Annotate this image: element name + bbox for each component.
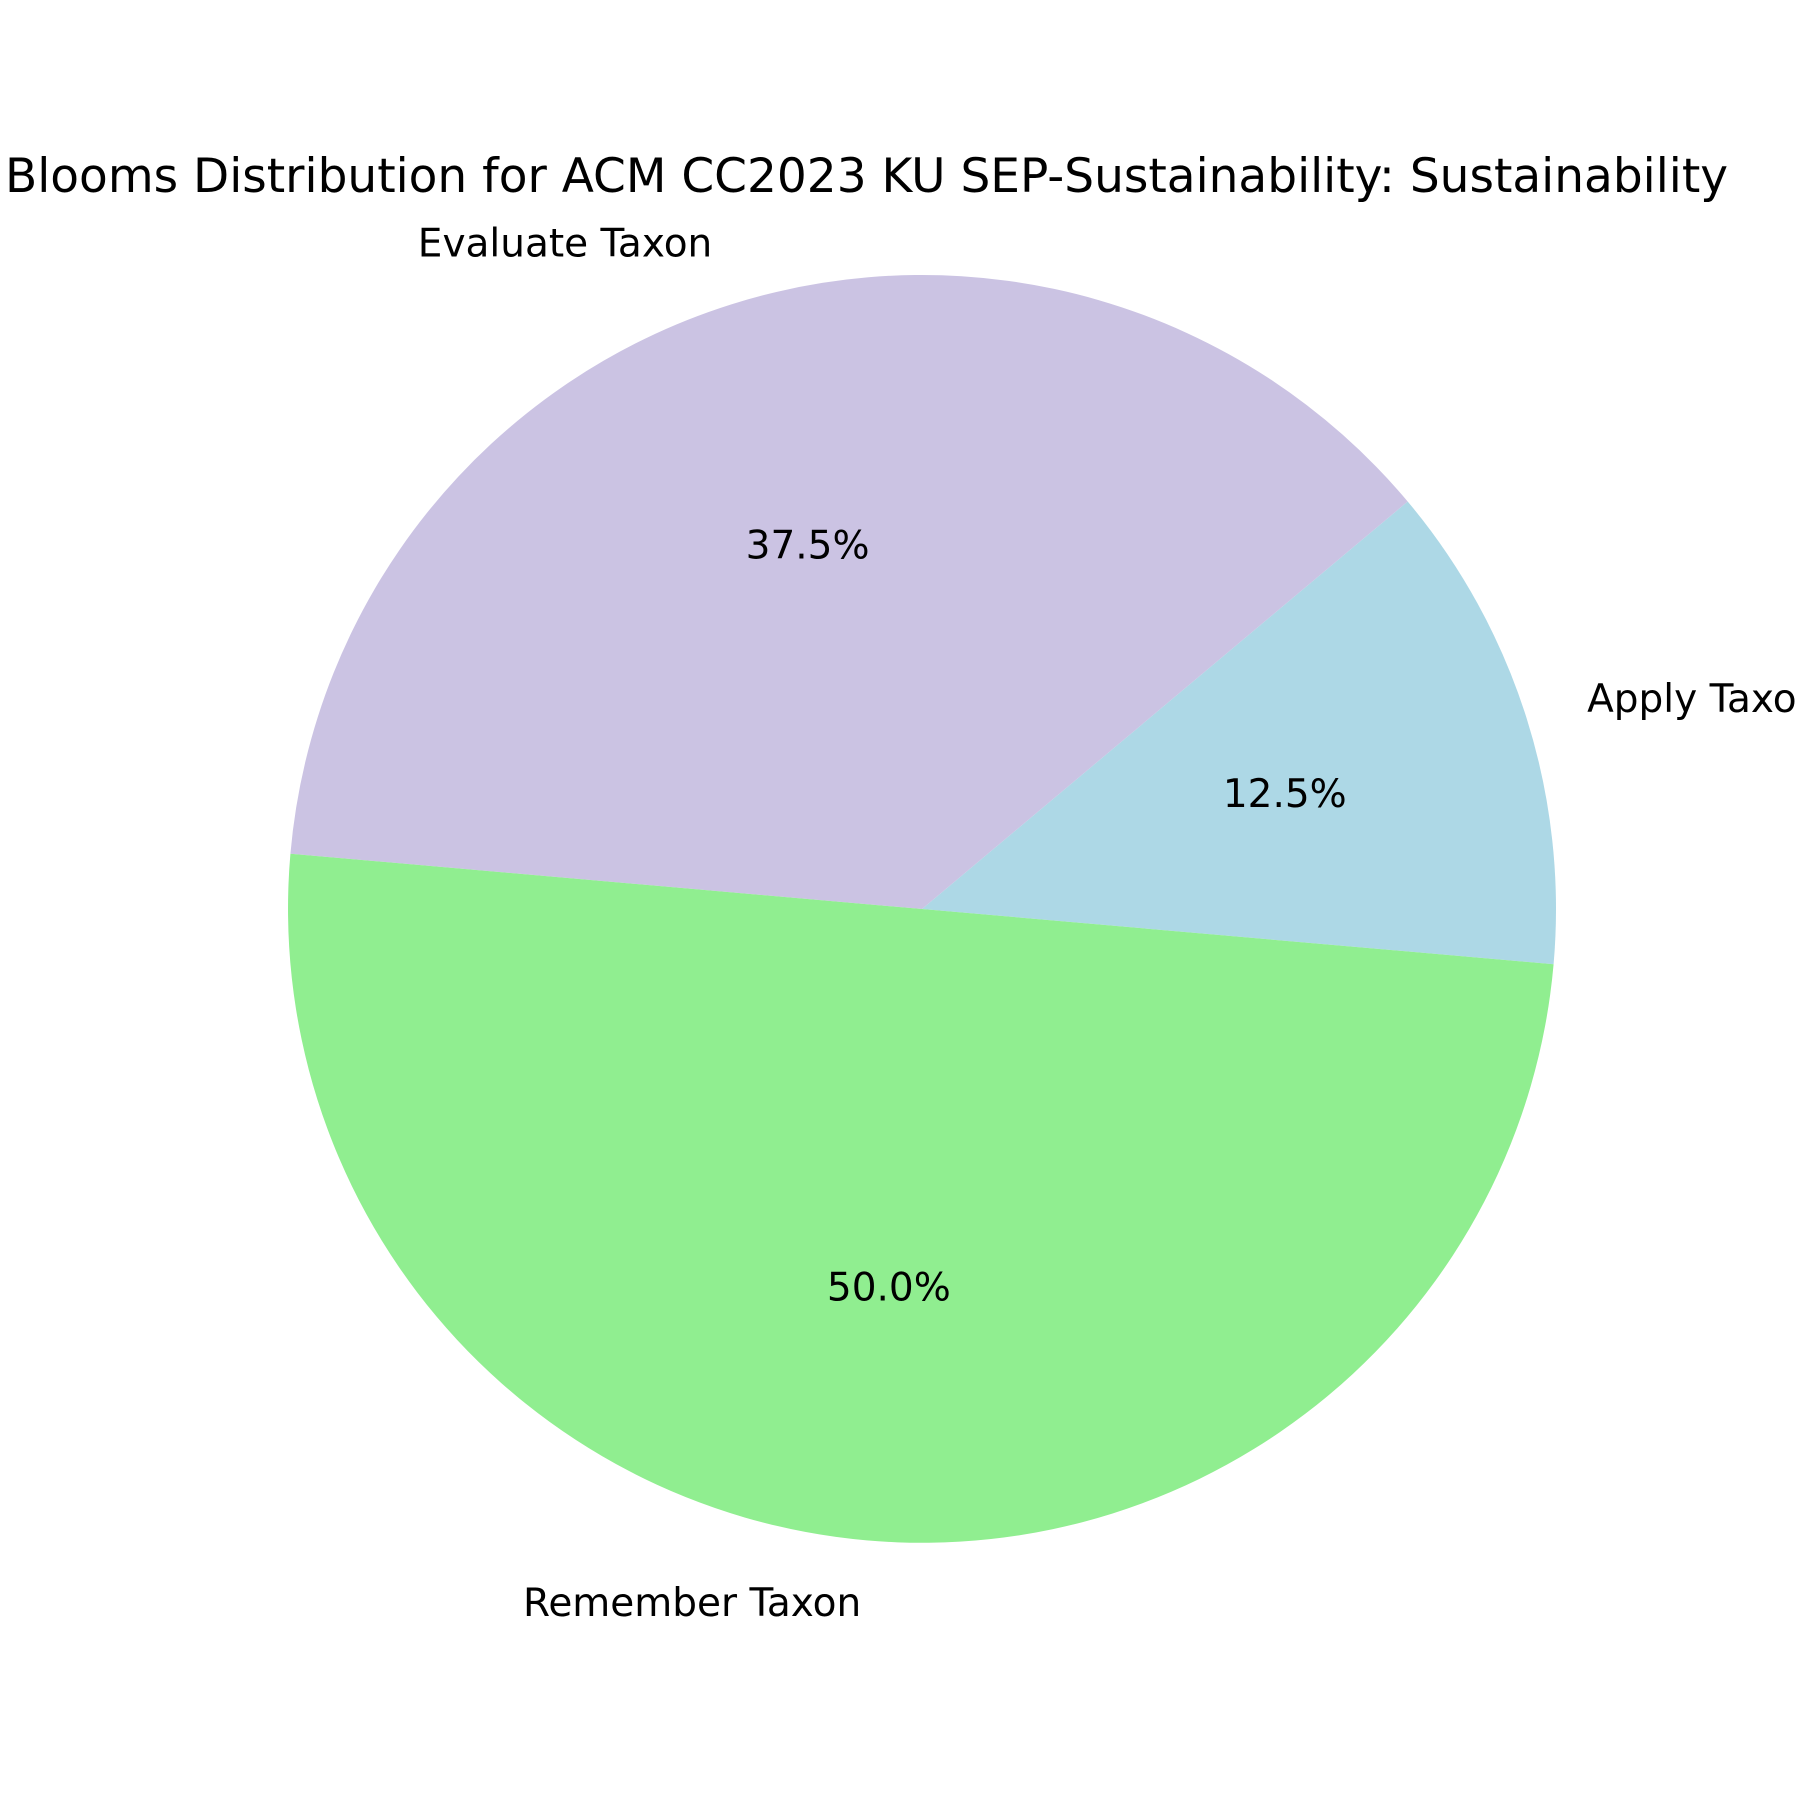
pie-slice-remember-taxon xyxy=(288,853,1554,1543)
slice-percent-apply-taxon: 12.5% xyxy=(1223,772,1347,817)
pie-slice-apply-taxon xyxy=(922,501,1556,965)
pie-slices xyxy=(288,275,1556,1543)
slice-label-apply-taxon: Apply Taxon xyxy=(1587,677,1800,722)
pie-labels: Apply Taxon 12.5% Evaluate Taxon 37.5% Remem… xyxy=(418,221,1800,1626)
slice-label-remember-taxon: Remember Taxon xyxy=(523,1581,861,1626)
pie-slice-evaluate-taxon xyxy=(290,275,1408,909)
slice-percent-evaluate-taxon: 37.5% xyxy=(746,524,870,569)
slice-percent-remember-taxon: 50.0% xyxy=(827,1265,951,1310)
slice-label-evaluate-taxon: Evaluate Taxon xyxy=(418,221,712,266)
chart-title: Blooms Distribution for ACM CC2023 KU SE… xyxy=(5,149,1728,204)
